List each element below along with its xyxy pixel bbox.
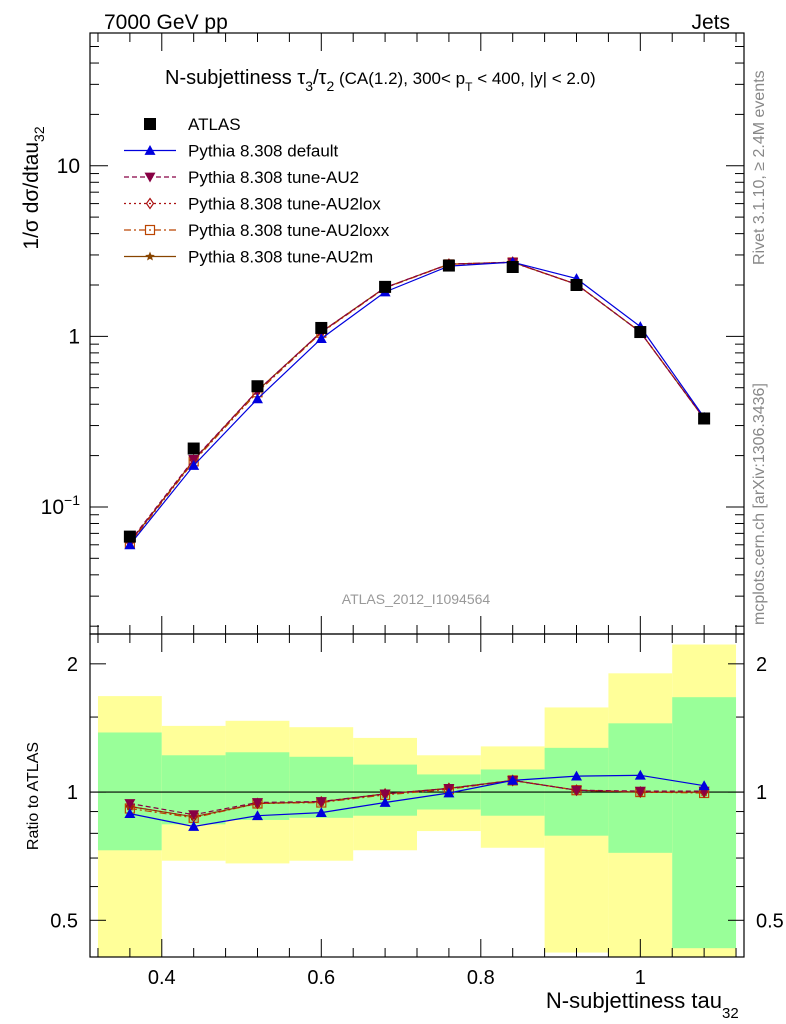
legend-label-au2lox: Pythia 8.308 tune-AU2lox (188, 195, 381, 214)
legend-label-default: Pythia 8.308 default (188, 142, 339, 161)
ratio-point-au2-4 (379, 789, 391, 800)
xtick-label-1: 0.6 (307, 967, 335, 989)
title-cuts2: < 400, |y| < 2.0) (472, 69, 595, 88)
main-point-data-1 (187, 442, 200, 455)
legend-marker-au2lox (145, 197, 155, 210)
title-main: N-subjettiness τ (165, 67, 305, 89)
ratio-ytick-label-right-0: 0.5 (756, 910, 784, 932)
main-line-au2m (129, 261, 705, 543)
ratio-point-default-3 (315, 807, 327, 817)
main-point-data-5 (442, 259, 455, 272)
title-cuts: (CA(1.2), 300< p (334, 69, 465, 88)
ratio-xlabel-sub: 32 (722, 1005, 739, 1022)
ratio-line-au2 (129, 779, 705, 816)
ratio-point-default-9 (698, 780, 710, 791)
ratio-point-default-1 (188, 821, 200, 831)
ratio-line-default (129, 774, 705, 828)
main-point-data-8 (634, 326, 647, 339)
main-ylabel-text: 1/σ dσ/dtau (20, 142, 43, 250)
legend-label-au2m: Pythia 8.308 tune-AU2m (188, 248, 373, 267)
main-ytick-label-2: 10 (57, 155, 80, 178)
rivet-label: Rivet 3.1.10, ≥ 2.4M events (751, 70, 768, 265)
ratio-point-au2-7 (571, 785, 583, 796)
process-label: Jets (691, 11, 730, 34)
ratio-point-default-2 (251, 810, 263, 821)
main-ytick-base-1: 1 (68, 325, 80, 348)
main-point-default-2 (251, 393, 263, 404)
main-point-data-3 (315, 321, 328, 334)
main-point-default-1 (188, 459, 200, 470)
ratio-xlabel: N-subjettiness tau (546, 988, 722, 1013)
ratio-point-default-4 (379, 797, 391, 807)
main-line-au2 (129, 261, 705, 542)
main-ytick-label-0: 10−1 (41, 492, 81, 519)
main-ytick-exp-0: −1 (64, 492, 80, 508)
ratio-ytick-label-left-0: 0.5 (50, 910, 78, 932)
legend-label-data: ATLAS (188, 115, 241, 134)
band-inner-9 (672, 697, 737, 949)
main-ytick-label-1: 1 (68, 325, 80, 348)
main-point-au2-1 (188, 454, 200, 465)
main-ylabel-sub: 32 (31, 126, 47, 142)
ratio-xlabel-text: N-subjettiness tau (546, 988, 722, 1013)
main-point-data-9 (698, 412, 711, 425)
legend-marker-au2m (145, 251, 155, 261)
band-inner-0 (97, 732, 162, 851)
ratio-point-au2-3 (315, 797, 327, 808)
main-point-data-7 (570, 278, 583, 291)
main-point-default-0 (124, 539, 136, 550)
ratio-ytick-label-right-2: 2 (756, 654, 767, 676)
ratio-ylabel: Ratio to ATLAS (25, 742, 42, 850)
title-sub2: 2 (326, 78, 334, 94)
xtick-label-3: 1 (635, 967, 646, 989)
main-ylabel: 1/σ dσ/dtau32 (20, 126, 47, 249)
ratio-panel: 0.5 0.5 1 1 2 2 0.4 0.6 0.8 1 (50, 633, 784, 989)
ratio-point-default-5 (443, 787, 455, 798)
main-line-au2lox (129, 261, 705, 543)
legend-marker-au2 (144, 172, 156, 183)
main-ytick-base-2: 10 (57, 155, 80, 178)
legend-marker-data (144, 118, 156, 130)
main-line-default (129, 261, 705, 546)
ratio-point-default-8 (634, 769, 646, 780)
energy-label: 7000 GeV pp (104, 11, 228, 34)
mcplots-label: mcplots.cern.ch [arXiv:1306.3436] (751, 383, 768, 625)
ratio-point-au2-0 (124, 799, 136, 810)
title-sub3: 3 (305, 78, 313, 94)
main-point-data-2 (251, 380, 264, 393)
legend-marker-default (144, 145, 156, 155)
main-point-data-6 (506, 260, 519, 273)
title-slash: /τ (313, 67, 327, 89)
analysis-watermark: ATLAS_2012_I1094564 (342, 591, 491, 607)
ratio-point-au2-1 (188, 810, 200, 821)
ratio-point-default-6 (507, 774, 519, 785)
title-subT: T (465, 80, 473, 94)
plot-title: N-subjettiness τ3/τ2 (CA(1.2), 300< pT <… (165, 67, 596, 94)
xtick-label-0: 0.4 (148, 967, 176, 989)
ratio-point-default-7 (571, 770, 583, 781)
main-point-data-4 (379, 280, 392, 293)
main-point-data-0 (123, 530, 136, 543)
xtick-label-2: 0.8 (467, 967, 495, 989)
main-line-au2loxx (129, 261, 705, 544)
ratio-ytick-label-left-2: 2 (67, 654, 78, 676)
band-inner-2 (225, 752, 290, 820)
main-frame (89, 32, 745, 635)
ratio-ytick-label-right-1: 1 (756, 782, 767, 804)
legend: ATLAS Pythia 8.308 default Pythia 8.308 tu… (124, 115, 390, 267)
ratio-point-au2-2 (251, 798, 263, 809)
ratio-point-au2-8 (634, 786, 646, 797)
legend-marker-au2loxx (144, 224, 156, 236)
legend-label-au2loxx: Pythia 8.308 tune-AU2loxx (188, 221, 390, 240)
legend-label-au2: Pythia 8.308 tune-AU2 (188, 168, 359, 187)
ratio-ytick-label-left-1: 1 (67, 782, 78, 804)
main-point-default-3 (315, 333, 327, 344)
main-ytick-base-0: 10 (41, 496, 64, 519)
ratio-point-default-0 (124, 808, 136, 819)
